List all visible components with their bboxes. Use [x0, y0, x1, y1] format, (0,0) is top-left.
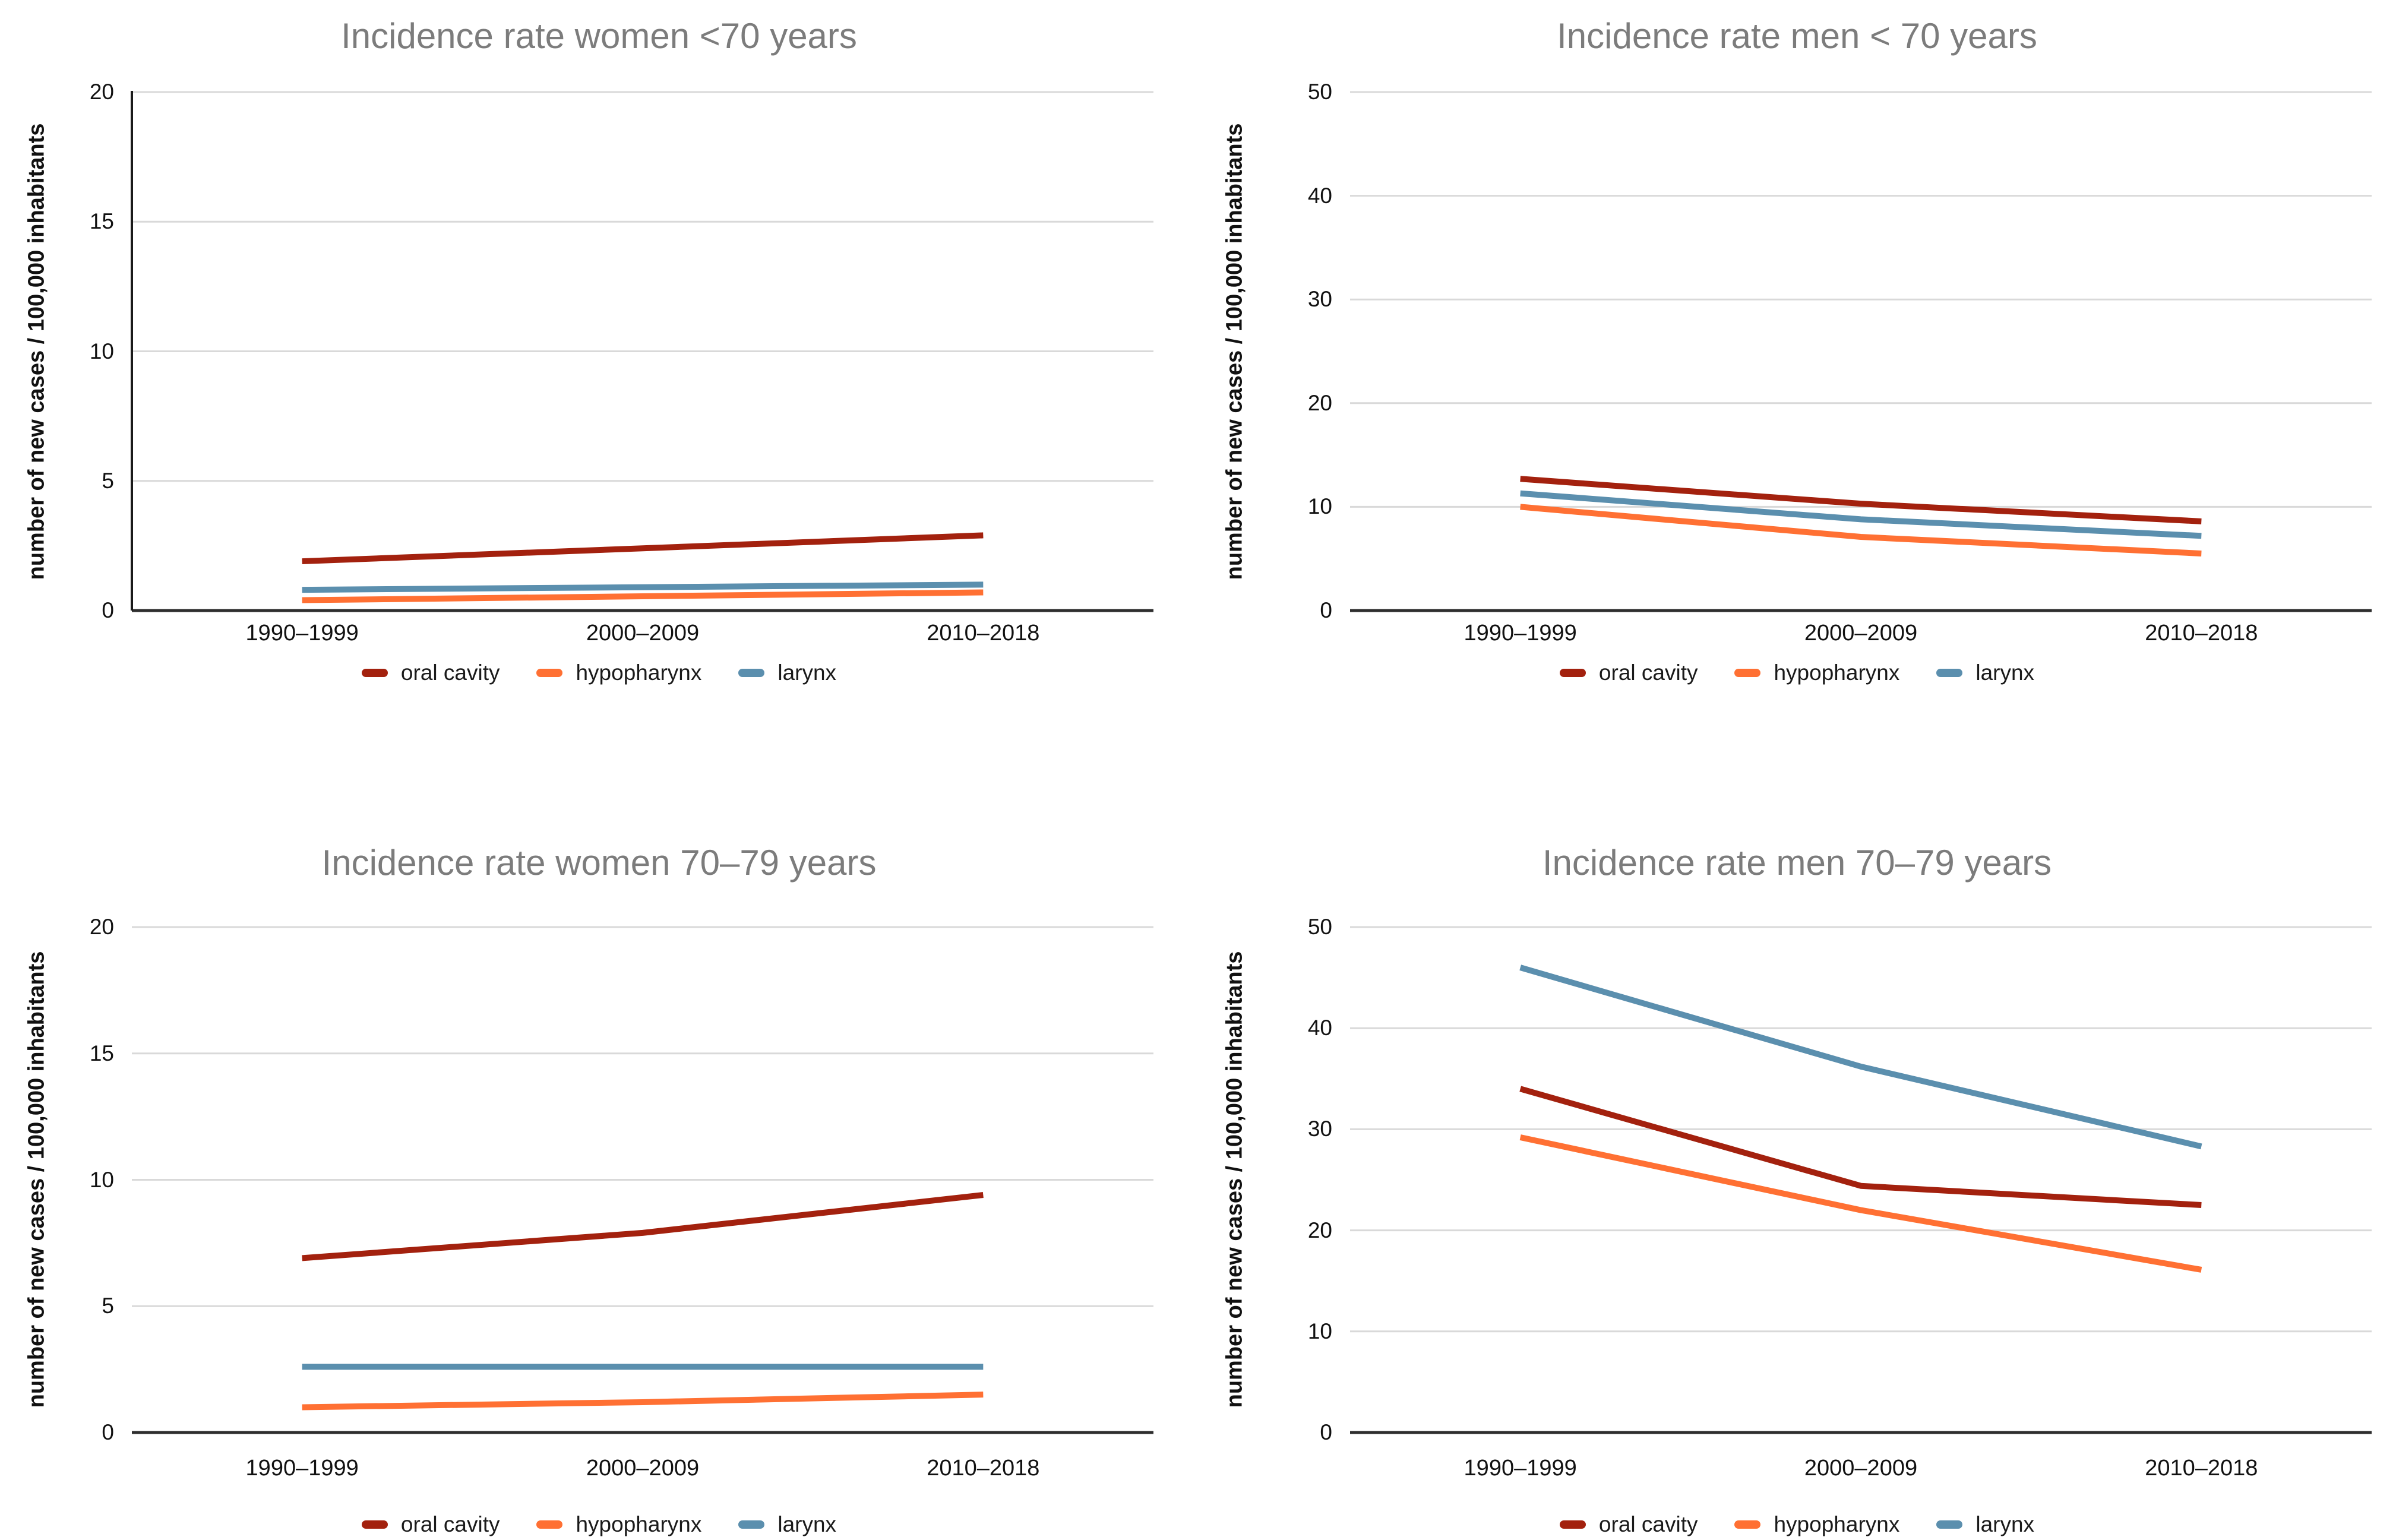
x-tick-label: 1990–1999	[245, 1456, 359, 1481]
legend-item-larynx: larynx	[1936, 660, 2034, 685]
legend-swatch-icon	[1734, 1520, 1761, 1529]
legend-item-oral-cavity: oral cavity	[361, 1512, 500, 1537]
y-tick-label: 0	[1320, 598, 1332, 622]
legend-swatch-icon	[536, 669, 563, 677]
legend-label: hypopharynx	[1774, 660, 1900, 685]
legend-label: larynx	[777, 660, 837, 685]
y-tick-label: 20	[89, 915, 114, 939]
legend-label: oral cavity	[1598, 660, 1698, 685]
legend-swatch-icon	[1559, 1520, 1586, 1529]
legend-item-oral-cavity: oral cavity	[361, 660, 500, 685]
legend: oral cavity hypopharynx larynx	[0, 660, 1198, 685]
y-tick-label: 40	[1307, 183, 1332, 208]
y-tick-label: 20	[1307, 390, 1332, 415]
y-tick-label: 40	[1307, 1016, 1332, 1041]
legend: oral cavity hypopharynx larynx	[1198, 660, 2396, 685]
series-line-larynx	[302, 581, 984, 593]
x-tick-label: 2010–2018	[2145, 621, 2258, 646]
y-tick-label: 5	[102, 1294, 114, 1318]
y-tick-label: 10	[89, 339, 114, 363]
x-tick-label: 2000–2009	[586, 1456, 700, 1481]
x-tick-label: 1990–1999	[1463, 621, 1577, 646]
series-line-hypopharynx	[302, 1392, 984, 1411]
legend-swatch-icon	[1936, 1520, 1963, 1529]
legend-swatch-icon	[738, 1520, 765, 1529]
legend-label: larynx	[1975, 660, 2035, 685]
y-tick-label: 20	[89, 80, 114, 104]
series-line-hypopharynx	[1520, 504, 2202, 556]
legend-swatch-icon	[536, 1520, 563, 1529]
legend-swatch-icon	[1734, 669, 1761, 677]
legend-item-oral-cavity: oral cavity	[1559, 660, 1698, 685]
x-tick-label: 2000–2009	[1804, 621, 1918, 646]
legend-item-larynx: larynx	[738, 1512, 836, 1537]
y-tick-label: 0	[102, 1420, 114, 1444]
chart-title: Incidence rate men < 70 years	[1557, 16, 2037, 56]
chart-canvas	[1350, 91, 2372, 612]
series-line-larynx	[1519, 965, 2202, 1150]
legend-swatch-icon	[738, 669, 765, 677]
legend-item-larynx: larynx	[1936, 1512, 2034, 1537]
legend-label: oral cavity	[400, 660, 500, 685]
legend: oral cavity hypopharynx larynx	[0, 1512, 1198, 1537]
y-tick-label: 5	[102, 468, 114, 493]
y-tick-label: 0	[102, 598, 114, 622]
series-line-oral-cavity	[302, 532, 984, 565]
legend-item-oral-cavity: oral cavity	[1559, 1512, 1698, 1537]
legend-item-hypopharynx: hypopharynx	[1734, 660, 1899, 685]
y-tick-label: 30	[1307, 287, 1332, 312]
chart-women-70-79: Incidence rate women 70–79 years number …	[0, 770, 1198, 1540]
chart-canvas	[1350, 926, 2372, 1434]
legend-label: oral cavity	[1598, 1512, 1698, 1536]
x-tick-label: 2010–2018	[927, 1456, 1040, 1481]
legend-swatch-icon	[361, 1520, 388, 1529]
series-line-larynx	[1520, 490, 2202, 539]
series-line-oral-cavity	[1520, 476, 2202, 524]
legend-item-hypopharynx: hypopharynx	[536, 1512, 701, 1537]
y-tick-label: 10	[1307, 1318, 1332, 1343]
chart-canvas	[131, 91, 1153, 612]
series-line-oral-cavity	[1519, 1086, 2202, 1209]
legend: oral cavity hypopharynx larynx	[1198, 1512, 2396, 1537]
x-tick-label: 2010–2018	[2145, 1456, 2258, 1481]
legend-label: hypopharynx	[576, 1512, 702, 1536]
y-tick-label: 10	[89, 1167, 114, 1192]
series-line-oral-cavity	[302, 1192, 984, 1261]
legend-label: hypopharynx	[1774, 1512, 1900, 1536]
chart-title: Incidence rate women 70–79 years	[321, 843, 877, 883]
x-tick-label: 2010–2018	[927, 621, 1040, 646]
x-tick-label: 1990–1999	[1463, 1456, 1577, 1481]
chart-title: Incidence rate men 70–79 years	[1542, 843, 2052, 883]
series-line-hypopharynx	[1519, 1134, 2202, 1273]
y-tick-label: 30	[1307, 1117, 1332, 1141]
chart-men-under-70: Incidence rate men < 70 years number of …	[1198, 0, 2396, 770]
y-tick-label: 50	[1307, 80, 1332, 104]
x-tick-label: 1990–1999	[245, 621, 359, 646]
x-tick-label: 2000–2009	[1804, 1456, 1918, 1481]
chart-women-under-70: Incidence rate women <70 years number of…	[0, 0, 1198, 770]
chart-canvas	[132, 926, 1153, 1434]
legend-label: larynx	[1975, 1512, 2035, 1536]
legend-item-larynx: larynx	[738, 660, 836, 685]
y-tick-label: 10	[1307, 494, 1332, 519]
legend-swatch-icon	[1936, 669, 1963, 677]
y-tick-label: 15	[89, 1041, 114, 1065]
legend-label: hypopharynx	[576, 660, 702, 685]
y-tick-label: 50	[1307, 915, 1332, 939]
legend-swatch-icon	[1559, 669, 1586, 677]
legend-swatch-icon	[361, 669, 388, 677]
series-line-hypopharynx	[302, 589, 984, 603]
legend-item-hypopharynx: hypopharynx	[536, 660, 701, 685]
y-tick-label: 0	[1320, 1420, 1332, 1444]
y-tick-label: 20	[1307, 1218, 1332, 1242]
chart-men-70-79: Incidence rate men 70–79 years number of…	[1198, 770, 2396, 1540]
legend-label: oral cavity	[400, 1512, 500, 1536]
legend-label: larynx	[777, 1512, 837, 1536]
chart-title: Incidence rate women <70 years	[341, 16, 857, 56]
legend-item-hypopharynx: hypopharynx	[1734, 1512, 1899, 1537]
y-tick-label: 15	[89, 209, 114, 234]
x-tick-label: 2000–2009	[586, 621, 700, 646]
